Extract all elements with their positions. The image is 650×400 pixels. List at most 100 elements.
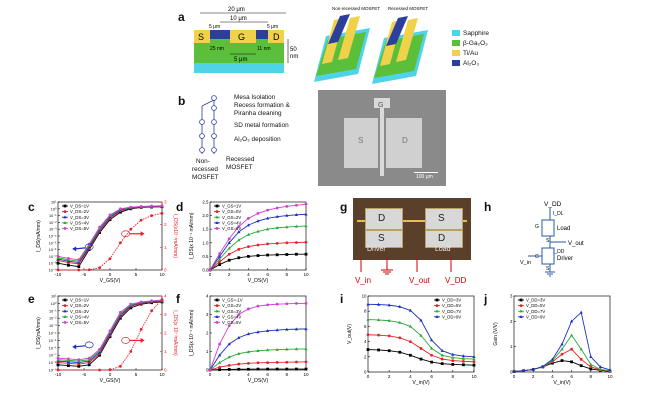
data-point: [98, 225, 101, 229]
series-1: [208, 240, 308, 272]
y-tick-label: 10⁻⁶: [49, 346, 57, 350]
linear-data-point: [108, 368, 112, 372]
y-axis-label: I_DS(x 10⁻¹ mA/mm): [189, 309, 195, 356]
data-point: [247, 367, 250, 371]
data-point: [218, 353, 222, 357]
data-point: [237, 230, 241, 234]
x-tick-label: 8: [590, 374, 593, 379]
y-tick-label: 10⁻⁷: [49, 354, 57, 358]
data-point: [87, 356, 91, 360]
legend-sapphire-label: Sapphire: [463, 29, 490, 37]
y-tick-label: 3: [510, 294, 513, 299]
legend-marker: [63, 204, 67, 208]
data-point: [227, 363, 231, 367]
data-point: [247, 245, 250, 249]
linear-data-point: [139, 218, 143, 222]
terminal-vin: V_in: [355, 276, 371, 285]
data-point: [589, 362, 593, 366]
legend-entry: V_DD=3V: [434, 298, 461, 303]
annot-circle-log: [84, 341, 94, 349]
legend-label: V_DD=9V: [442, 314, 461, 319]
y-tick-label: 0: [206, 368, 209, 373]
y-tick-label: 6: [364, 324, 367, 329]
data-point: [129, 205, 133, 209]
data-point: [77, 265, 81, 268]
panel-a-legend: Sapphire β-Ga₂O₃ Ti/Au Al₂O₃: [452, 28, 489, 68]
data-point: [472, 357, 476, 361]
data-point: [139, 205, 143, 208]
x-tick-label: 10: [303, 272, 309, 277]
legend-entry: V_GS=0V: [214, 209, 241, 214]
series-0: [208, 252, 308, 272]
sem-scale-bar: [414, 172, 438, 173]
series-line: [367, 319, 475, 360]
data-point: [247, 216, 250, 220]
legend-entry: V_DS=3V: [62, 215, 89, 220]
legend-marker: [63, 298, 67, 302]
y-tick-label-right: 0: [164, 368, 167, 373]
x-axis-label: V_in(V): [412, 380, 430, 386]
y-tick-label: 1.0: [202, 240, 209, 245]
pad-s1: S: [365, 230, 403, 248]
legend-ga2o3: β-Ga₂O₃: [452, 38, 489, 48]
legend-marker: [63, 221, 67, 224]
data-point: [218, 257, 222, 261]
data-point: [285, 347, 289, 351]
sem-gate-finger: [380, 108, 384, 176]
series-4: [208, 302, 308, 372]
data-point: [366, 333, 370, 337]
data-point: [462, 359, 465, 363]
data-point: [294, 327, 298, 331]
data-point: [139, 300, 143, 304]
data-point: [285, 367, 289, 371]
x-tick-label: 4: [409, 374, 412, 379]
data-point: [119, 316, 122, 320]
data-point: [208, 268, 212, 272]
legend-tiau-label: Ti/Au: [463, 49, 478, 57]
data-point: [227, 324, 231, 327]
data-point: [150, 299, 153, 303]
data-point: [98, 347, 101, 351]
legend-marker: [63, 315, 67, 318]
flow-step-1: Mesa Isolation: [234, 94, 276, 101]
legend-label: V_GS=4V: [222, 220, 241, 225]
sch-load: Load: [557, 226, 570, 232]
data-point: [67, 257, 70, 260]
legend-marker: [435, 309, 439, 313]
y-tick-label: 10: [362, 294, 367, 299]
linear-data-point: [108, 257, 112, 261]
pad-d2: D: [425, 230, 463, 248]
data-point: [247, 361, 250, 365]
data-point: [589, 365, 593, 369]
branch-nonrecessed-2: recessed: [192, 166, 218, 173]
y-tick-label-right: 1: [164, 349, 167, 354]
linear-data-point: [129, 350, 133, 353]
data-point: [237, 256, 241, 260]
legend-marker: [215, 227, 219, 230]
sch-vout: V_out: [568, 241, 584, 247]
data-point: [87, 363, 91, 367]
data-point: [589, 355, 593, 358]
data-point: [579, 347, 583, 351]
legend-entry: V_GS=2V: [214, 303, 241, 308]
legend-label: V_DS=1V: [70, 298, 89, 303]
y-tick-label: 10⁻⁵: [49, 241, 57, 245]
data-point: [409, 340, 412, 343]
legend-label: V_DD=3V: [442, 298, 461, 303]
branch-nonrecessed-3: MOSFET: [192, 174, 219, 181]
legend-marker: [215, 315, 219, 318]
legend-label: V_DD=5V: [526, 303, 545, 308]
legend-marker: [435, 304, 439, 307]
swatch-ga2o3: [452, 40, 460, 46]
data-point: [579, 364, 583, 368]
sem-g-label: G: [378, 102, 384, 109]
panel-label-g: g: [340, 200, 348, 214]
y-tick-label: 10⁰: [51, 207, 57, 211]
linear-data-point: [139, 327, 143, 331]
data-point: [461, 356, 465, 360]
linear-data-point: [56, 268, 60, 272]
linear-data-point: [56, 368, 60, 372]
linear-data-point: [119, 364, 122, 368]
sem-d-label: D: [402, 136, 408, 145]
series-line: [367, 349, 475, 366]
